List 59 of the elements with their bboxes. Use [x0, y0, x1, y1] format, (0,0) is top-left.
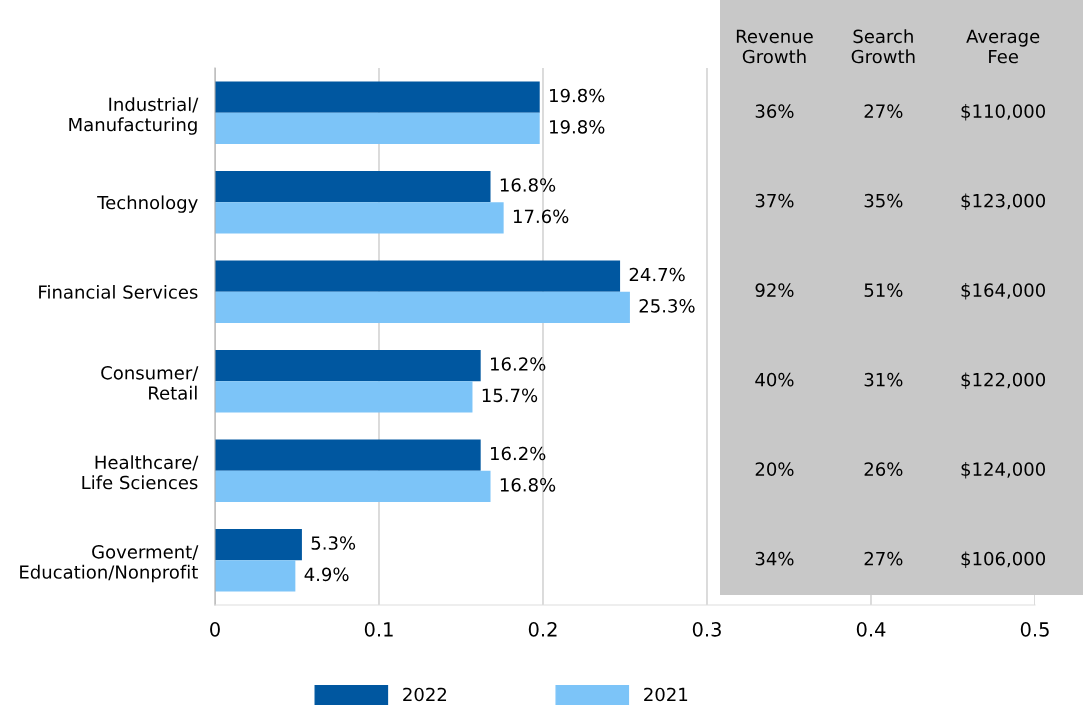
text: 20%	[755, 462, 794, 476]
text: 27%	[864, 551, 903, 566]
category-label: Average Fee	[966, 29, 1040, 64]
data-label: 17.6%	[513, 209, 569, 224]
text: 51%	[864, 283, 903, 297]
text: 31%	[864, 372, 903, 387]
text: 36%	[755, 104, 794, 118]
data-label: 16.8%	[500, 178, 556, 192]
category-label: Search Growth	[851, 29, 915, 64]
bar	[215, 349, 481, 382]
bar	[215, 170, 491, 203]
y-tick-label: Consumer/ Retail	[101, 365, 199, 400]
text: 27%	[864, 104, 903, 118]
text: 26%	[864, 462, 903, 476]
x-tick-label: 0.1	[364, 622, 393, 637]
bar	[215, 112, 540, 145]
data-label: 24.7%	[629, 267, 685, 282]
y-tick-label: Financial Services	[39, 284, 198, 299]
legend-label: 2022	[403, 687, 447, 702]
y-tick-label: Industrial/ Manufacturing	[69, 97, 199, 135]
bar	[215, 528, 302, 561]
data-label: 25.3%	[639, 298, 695, 313]
bar	[215, 560, 296, 592]
data-label: 16.2%	[491, 357, 546, 371]
bar	[215, 260, 621, 292]
text: 92%	[755, 283, 794, 297]
text: 35%	[864, 193, 903, 208]
x-tick-label: 0.2	[528, 622, 557, 637]
x-tick-label: 0	[210, 622, 220, 637]
bar	[215, 470, 491, 503]
text: $164,000	[961, 283, 1046, 300]
text: $123,000	[961, 193, 1046, 210]
text: $110,000	[961, 104, 1046, 121]
y-tick-label: Technology	[97, 195, 198, 213]
x-tick-label: 0.4	[856, 622, 886, 637]
bar	[215, 202, 504, 234]
text: $124,000	[961, 462, 1046, 479]
x-tick-label: 0.3	[692, 622, 721, 637]
data-label: 5.3%	[311, 536, 356, 550]
bar	[215, 439, 481, 471]
bar	[215, 381, 473, 413]
bar	[215, 291, 630, 324]
y-tick-label: Goverment/ Education/Nonprofit	[20, 544, 199, 583]
data-label: 16.8%	[500, 477, 556, 492]
text: 34%	[755, 551, 794, 566]
text: $122,000	[961, 372, 1046, 389]
category-label: Revenue Growth	[736, 29, 813, 64]
y-tick-label: Healthcare/ Life Sciences	[82, 455, 199, 490]
data-label: 19.8%	[550, 119, 605, 134]
text: $106,000	[961, 551, 1046, 568]
data-label: 15.7%	[482, 388, 538, 403]
text: 37%	[755, 193, 794, 208]
legend-label: 2021	[644, 687, 688, 702]
data-label: 16.2%	[491, 446, 546, 461]
bar	[215, 81, 540, 113]
x-tick-label: 0.5	[1020, 622, 1049, 637]
data-label: 19.8%	[550, 88, 605, 103]
data-label: 4.9%	[304, 567, 349, 582]
text: 40%	[755, 372, 794, 387]
